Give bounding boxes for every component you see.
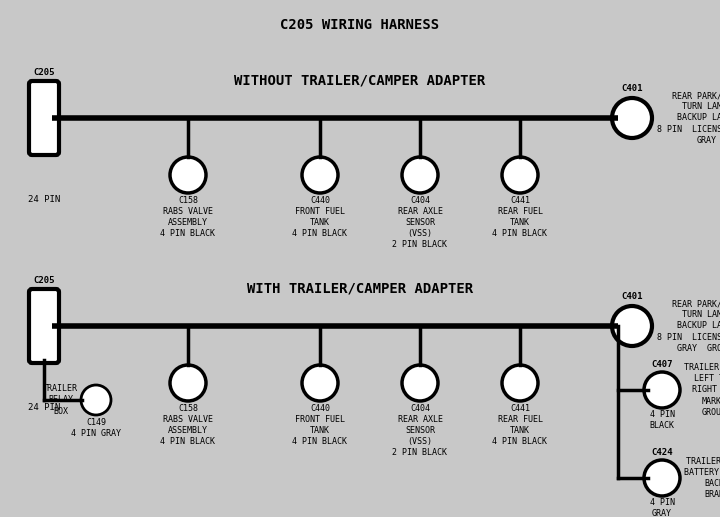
Text: C441
REAR FUEL
TANK
4 PIN BLACK: C441 REAR FUEL TANK 4 PIN BLACK [492, 404, 547, 446]
Circle shape [81, 385, 111, 415]
Text: C401: C401 [621, 292, 643, 301]
Text: 24 PIN: 24 PIN [28, 195, 60, 204]
Text: TRAILER
RELAY
BOX: TRAILER RELAY BOX [43, 385, 78, 416]
Text: C440
FRONT FUEL
TANK
4 PIN BLACK: C440 FRONT FUEL TANK 4 PIN BLACK [292, 404, 348, 446]
Text: C404
REAR AXLE
SENSOR
(VSS)
2 PIN BLACK: C404 REAR AXLE SENSOR (VSS) 2 PIN BLACK [392, 404, 448, 458]
Text: C404
REAR AXLE
SENSOR
(VSS)
2 PIN BLACK: C404 REAR AXLE SENSOR (VSS) 2 PIN BLACK [392, 196, 448, 249]
Circle shape [402, 365, 438, 401]
Circle shape [402, 157, 438, 193]
Text: C205 WIRING HARNESS: C205 WIRING HARNESS [280, 18, 440, 32]
Text: C205: C205 [33, 68, 55, 77]
Text: REAR PARK/STOP
TURN LAMPS
BACKUP LAMPS
8 PIN  LICENSE LAMPS
GRAY  GROUND: REAR PARK/STOP TURN LAMPS BACKUP LAMPS 8… [657, 299, 720, 353]
FancyBboxPatch shape [29, 81, 59, 155]
FancyBboxPatch shape [29, 289, 59, 363]
Text: 24 PIN: 24 PIN [28, 403, 60, 412]
Text: C149
4 PIN GRAY: C149 4 PIN GRAY [71, 418, 121, 438]
Text: C440
FRONT FUEL
TANK
4 PIN BLACK: C440 FRONT FUEL TANK 4 PIN BLACK [292, 196, 348, 238]
Circle shape [612, 98, 652, 138]
Circle shape [170, 157, 206, 193]
Text: C401: C401 [621, 84, 643, 93]
Text: 4 PIN
BLACK: 4 PIN BLACK [649, 410, 675, 430]
Circle shape [302, 157, 338, 193]
Text: REAR PARK/STOP
TURN LAMPS
BACKUP LAMPS
8 PIN  LICENSE LAMPS
GRAY: REAR PARK/STOP TURN LAMPS BACKUP LAMPS 8… [657, 92, 720, 145]
Text: C424: C424 [652, 448, 672, 457]
Circle shape [502, 157, 538, 193]
Text: C158
RABS VALVE
ASSEMBLY
4 PIN BLACK: C158 RABS VALVE ASSEMBLY 4 PIN BLACK [161, 404, 215, 446]
Circle shape [170, 365, 206, 401]
Text: 4 PIN
GRAY: 4 PIN GRAY [649, 498, 675, 517]
Text: C407: C407 [652, 360, 672, 369]
Circle shape [644, 460, 680, 496]
Text: C158
RABS VALVE
ASSEMBLY
4 PIN BLACK: C158 RABS VALVE ASSEMBLY 4 PIN BLACK [161, 196, 215, 238]
Text: C205: C205 [33, 276, 55, 285]
Text: TRAILER WIRES
LEFT TURN
RIGHT TURN
MARKER
GROUND: TRAILER WIRES LEFT TURN RIGHT TURN MARKE… [684, 363, 720, 417]
Circle shape [644, 372, 680, 408]
Circle shape [302, 365, 338, 401]
Text: WITHOUT TRAILER/CAMPER ADAPTER: WITHOUT TRAILER/CAMPER ADAPTER [235, 74, 485, 88]
Circle shape [612, 306, 652, 346]
Text: WITH TRAILER/CAMPER ADAPTER: WITH TRAILER/CAMPER ADAPTER [247, 282, 473, 296]
Circle shape [502, 365, 538, 401]
Text: TRAILER WIRES
BATTERY CHARGE
BACKUP
BRAKES: TRAILER WIRES BATTERY CHARGE BACKUP BRAK… [684, 457, 720, 499]
Text: C441
REAR FUEL
TANK
4 PIN BLACK: C441 REAR FUEL TANK 4 PIN BLACK [492, 196, 547, 238]
